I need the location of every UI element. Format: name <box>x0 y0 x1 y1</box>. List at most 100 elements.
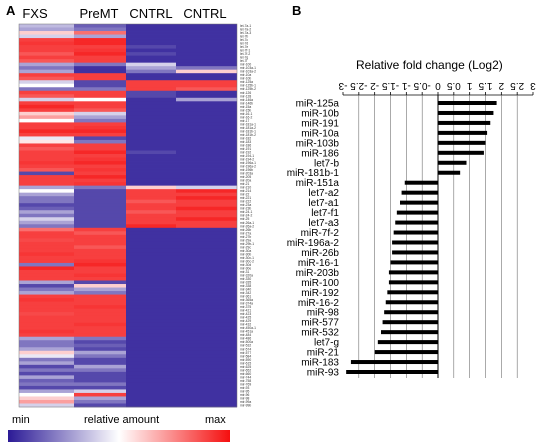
heatmap-cell <box>74 101 126 106</box>
heatmap-cell <box>126 52 176 57</box>
heatmap-cell <box>126 66 176 71</box>
heatmap-column-cntrl-2: CNTRL <box>183 6 227 21</box>
heatmap-cell <box>176 262 237 267</box>
heatmap-cell <box>74 364 126 369</box>
heatmap-cell <box>176 178 237 183</box>
heatmap-cell <box>19 213 74 218</box>
category-label: miR-192 <box>301 288 339 299</box>
heatmap-row-label: mir-214 <box>240 189 251 193</box>
heatmap-cell <box>74 343 126 348</box>
heatmap-cell <box>176 231 237 236</box>
heatmap-cell <box>19 136 74 141</box>
heatmap-cell <box>74 231 126 236</box>
heatmap-cell <box>176 336 237 341</box>
heatmap-cell <box>19 294 74 299</box>
heatmap-cell <box>126 55 176 60</box>
bar <box>438 130 488 135</box>
heatmap-cell <box>176 396 237 401</box>
heatmap-cell <box>176 189 237 194</box>
heatmap-cell <box>176 347 237 352</box>
heatmap-cell <box>19 375 74 380</box>
heatmap-cell <box>176 164 237 169</box>
heatmap-cell <box>19 104 74 109</box>
heatmap-cell <box>74 262 126 267</box>
heatmap-row-label: let-7a-2 <box>240 28 251 32</box>
category-label: miR-191 <box>301 118 339 129</box>
heatmap-cell <box>19 326 74 331</box>
heatmap-cell <box>74 48 126 53</box>
x-tick-label: 3 <box>530 80 536 91</box>
heatmap-row-label: mir-21 <box>240 182 250 186</box>
heatmap-cell <box>126 192 176 197</box>
category-label: miR-196a-2 <box>287 238 340 249</box>
heatmap-cell <box>19 62 74 67</box>
heatmap-cell <box>19 27 74 32</box>
category-label: miR-93 <box>307 368 340 379</box>
heatmap-cell <box>176 104 237 109</box>
heatmap-cell <box>176 122 237 127</box>
heatmap-cell <box>126 45 176 49</box>
heatmap-cell <box>126 125 176 130</box>
heatmap-cell <box>126 287 176 292</box>
heatmap-row-label: mir-205 <box>240 175 251 179</box>
heatmap-cell <box>176 364 237 369</box>
heatmap-cell <box>176 252 237 257</box>
heatmap-cell <box>176 182 237 187</box>
heatmap-row-label: mir-181a-1 <box>240 122 256 126</box>
heatmap-cell <box>176 220 237 225</box>
bar <box>438 170 461 175</box>
heatmap-cell <box>19 122 74 127</box>
heatmap-cell <box>19 269 74 274</box>
heatmap-cell <box>126 227 176 232</box>
heatmap-cell <box>19 164 74 169</box>
heatmap-cell <box>74 245 126 250</box>
heatmap-row-label: mir-100 <box>240 63 251 67</box>
heatmap-row-label: mir-99a <box>240 400 251 404</box>
heatmap-cell <box>74 73 126 78</box>
heatmap-row-label: let-7f-2 <box>240 52 250 56</box>
heatmap-cell <box>176 301 237 306</box>
heatmap-cell <box>126 38 176 42</box>
heatmap-cell <box>19 371 74 376</box>
heatmap-cell <box>19 403 74 408</box>
heatmap-row-label: mir-425 <box>240 316 251 320</box>
heatmap-cell <box>74 392 126 397</box>
heatmap-cell <box>126 333 176 338</box>
x-tick-label: -1.5 <box>381 80 399 91</box>
heatmap-cell <box>126 34 176 39</box>
heatmap-cell <box>19 125 74 130</box>
heatmap-cell <box>176 108 237 113</box>
heatmap-cell <box>19 333 74 338</box>
heatmap-cell <box>176 150 237 155</box>
category-label: miR-21 <box>307 348 340 359</box>
heatmap-cell <box>74 66 126 71</box>
x-tick-label: -0.5 <box>413 80 431 91</box>
heatmap-cell <box>74 294 126 299</box>
heatmap-cell <box>74 185 126 190</box>
heatmap-cell <box>74 399 126 404</box>
heatmap-cell <box>74 340 126 345</box>
heatmap-cell <box>126 378 176 383</box>
x-tick-label: 0.5 <box>446 80 460 91</box>
x-tick-label: -3 <box>338 80 347 91</box>
heatmap-cell <box>176 203 237 208</box>
heatmap-cell <box>126 266 176 271</box>
heatmap-row-label: mir-29c <box>240 245 251 249</box>
category-label: let7-a1 <box>308 198 339 209</box>
heatmap-column-cntrl-1: CNTRL <box>129 6 173 21</box>
heatmap-cell <box>126 396 176 401</box>
heatmap-row-label: mir-625 <box>240 365 251 369</box>
heatmap-cell <box>126 111 176 116</box>
heatmap-cell <box>74 301 126 306</box>
heatmap-cell <box>19 132 74 137</box>
heatmap-cell <box>176 196 237 201</box>
heatmap-cell <box>74 284 126 288</box>
heatmap-cell <box>19 196 74 201</box>
heatmap-cell <box>176 136 237 141</box>
heatmap-cell <box>19 90 74 95</box>
heatmap-cell <box>74 178 126 183</box>
heatmap-cell <box>19 178 74 183</box>
heatmap-row-label: mir-744 <box>240 375 251 379</box>
heatmap-row-label: mir-31 <box>240 270 250 274</box>
heatmap-row-label: mir-26a-2 <box>240 224 254 228</box>
